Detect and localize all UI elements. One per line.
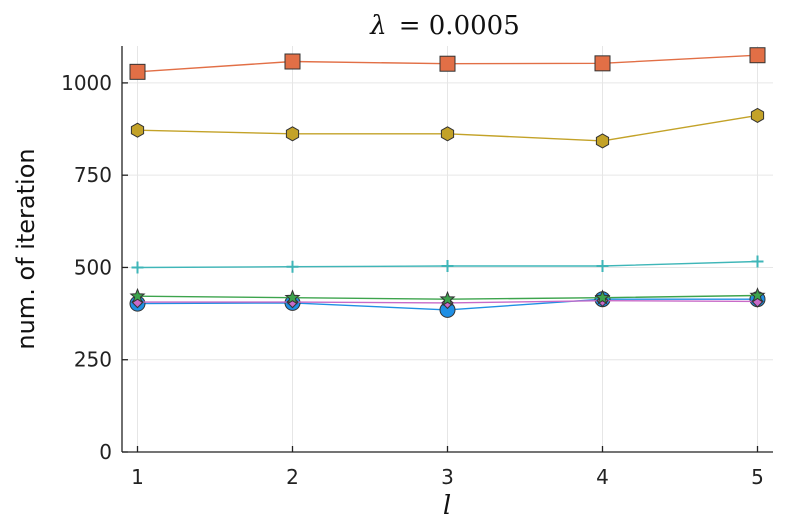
data-point-star [284,289,301,305]
y-tick-label: 750 [74,163,112,187]
data-point-star [594,289,611,305]
data-point-square [129,63,146,80]
series-hexagon [130,107,765,149]
grid [122,46,773,453]
x-tick-label: 5 [751,465,764,489]
data-point-star [749,287,766,303]
series-cross [131,255,764,274]
data-point-hexagon [130,122,145,138]
data-point-cross [596,259,609,272]
x-tick-label: 4 [596,465,609,489]
y-tick-label: 1000 [61,71,112,95]
y-tick-label: 0 [99,440,112,464]
data-point-star [439,290,456,307]
series-layer [129,47,766,318]
title-symbol: λ [369,11,386,41]
data-point-hexagon [595,133,610,149]
data-point-cross [131,261,144,274]
title-value: = 0.0005 [399,11,520,41]
data-point-cross [286,260,299,273]
data-point-square [439,55,456,72]
data-point-cross [751,255,764,268]
chart-title: λ = 0.0005 [369,11,520,41]
x-tick-label: 2 [286,465,299,489]
series-star [129,287,766,307]
data-point-star [129,287,146,304]
data-point-hexagon [440,126,455,142]
y-tick-label: 500 [74,255,112,279]
x-tick-label: 3 [441,465,454,489]
data-point-square [284,53,301,70]
data-point-square [594,55,611,72]
data-point-hexagon [285,126,300,142]
data-point-square [749,47,766,64]
y-tick-label: 250 [74,348,112,372]
series-square [129,47,766,80]
x-axis-label: l [443,491,451,521]
x-tick-label: 1 [131,465,144,489]
data-point-hexagon [750,107,765,123]
y-axis-label: num. of iteration [12,148,40,349]
tick-labels: 1 2 3 4 5 0 250 500 750 1000 [61,71,764,489]
data-point-cross [441,259,454,272]
